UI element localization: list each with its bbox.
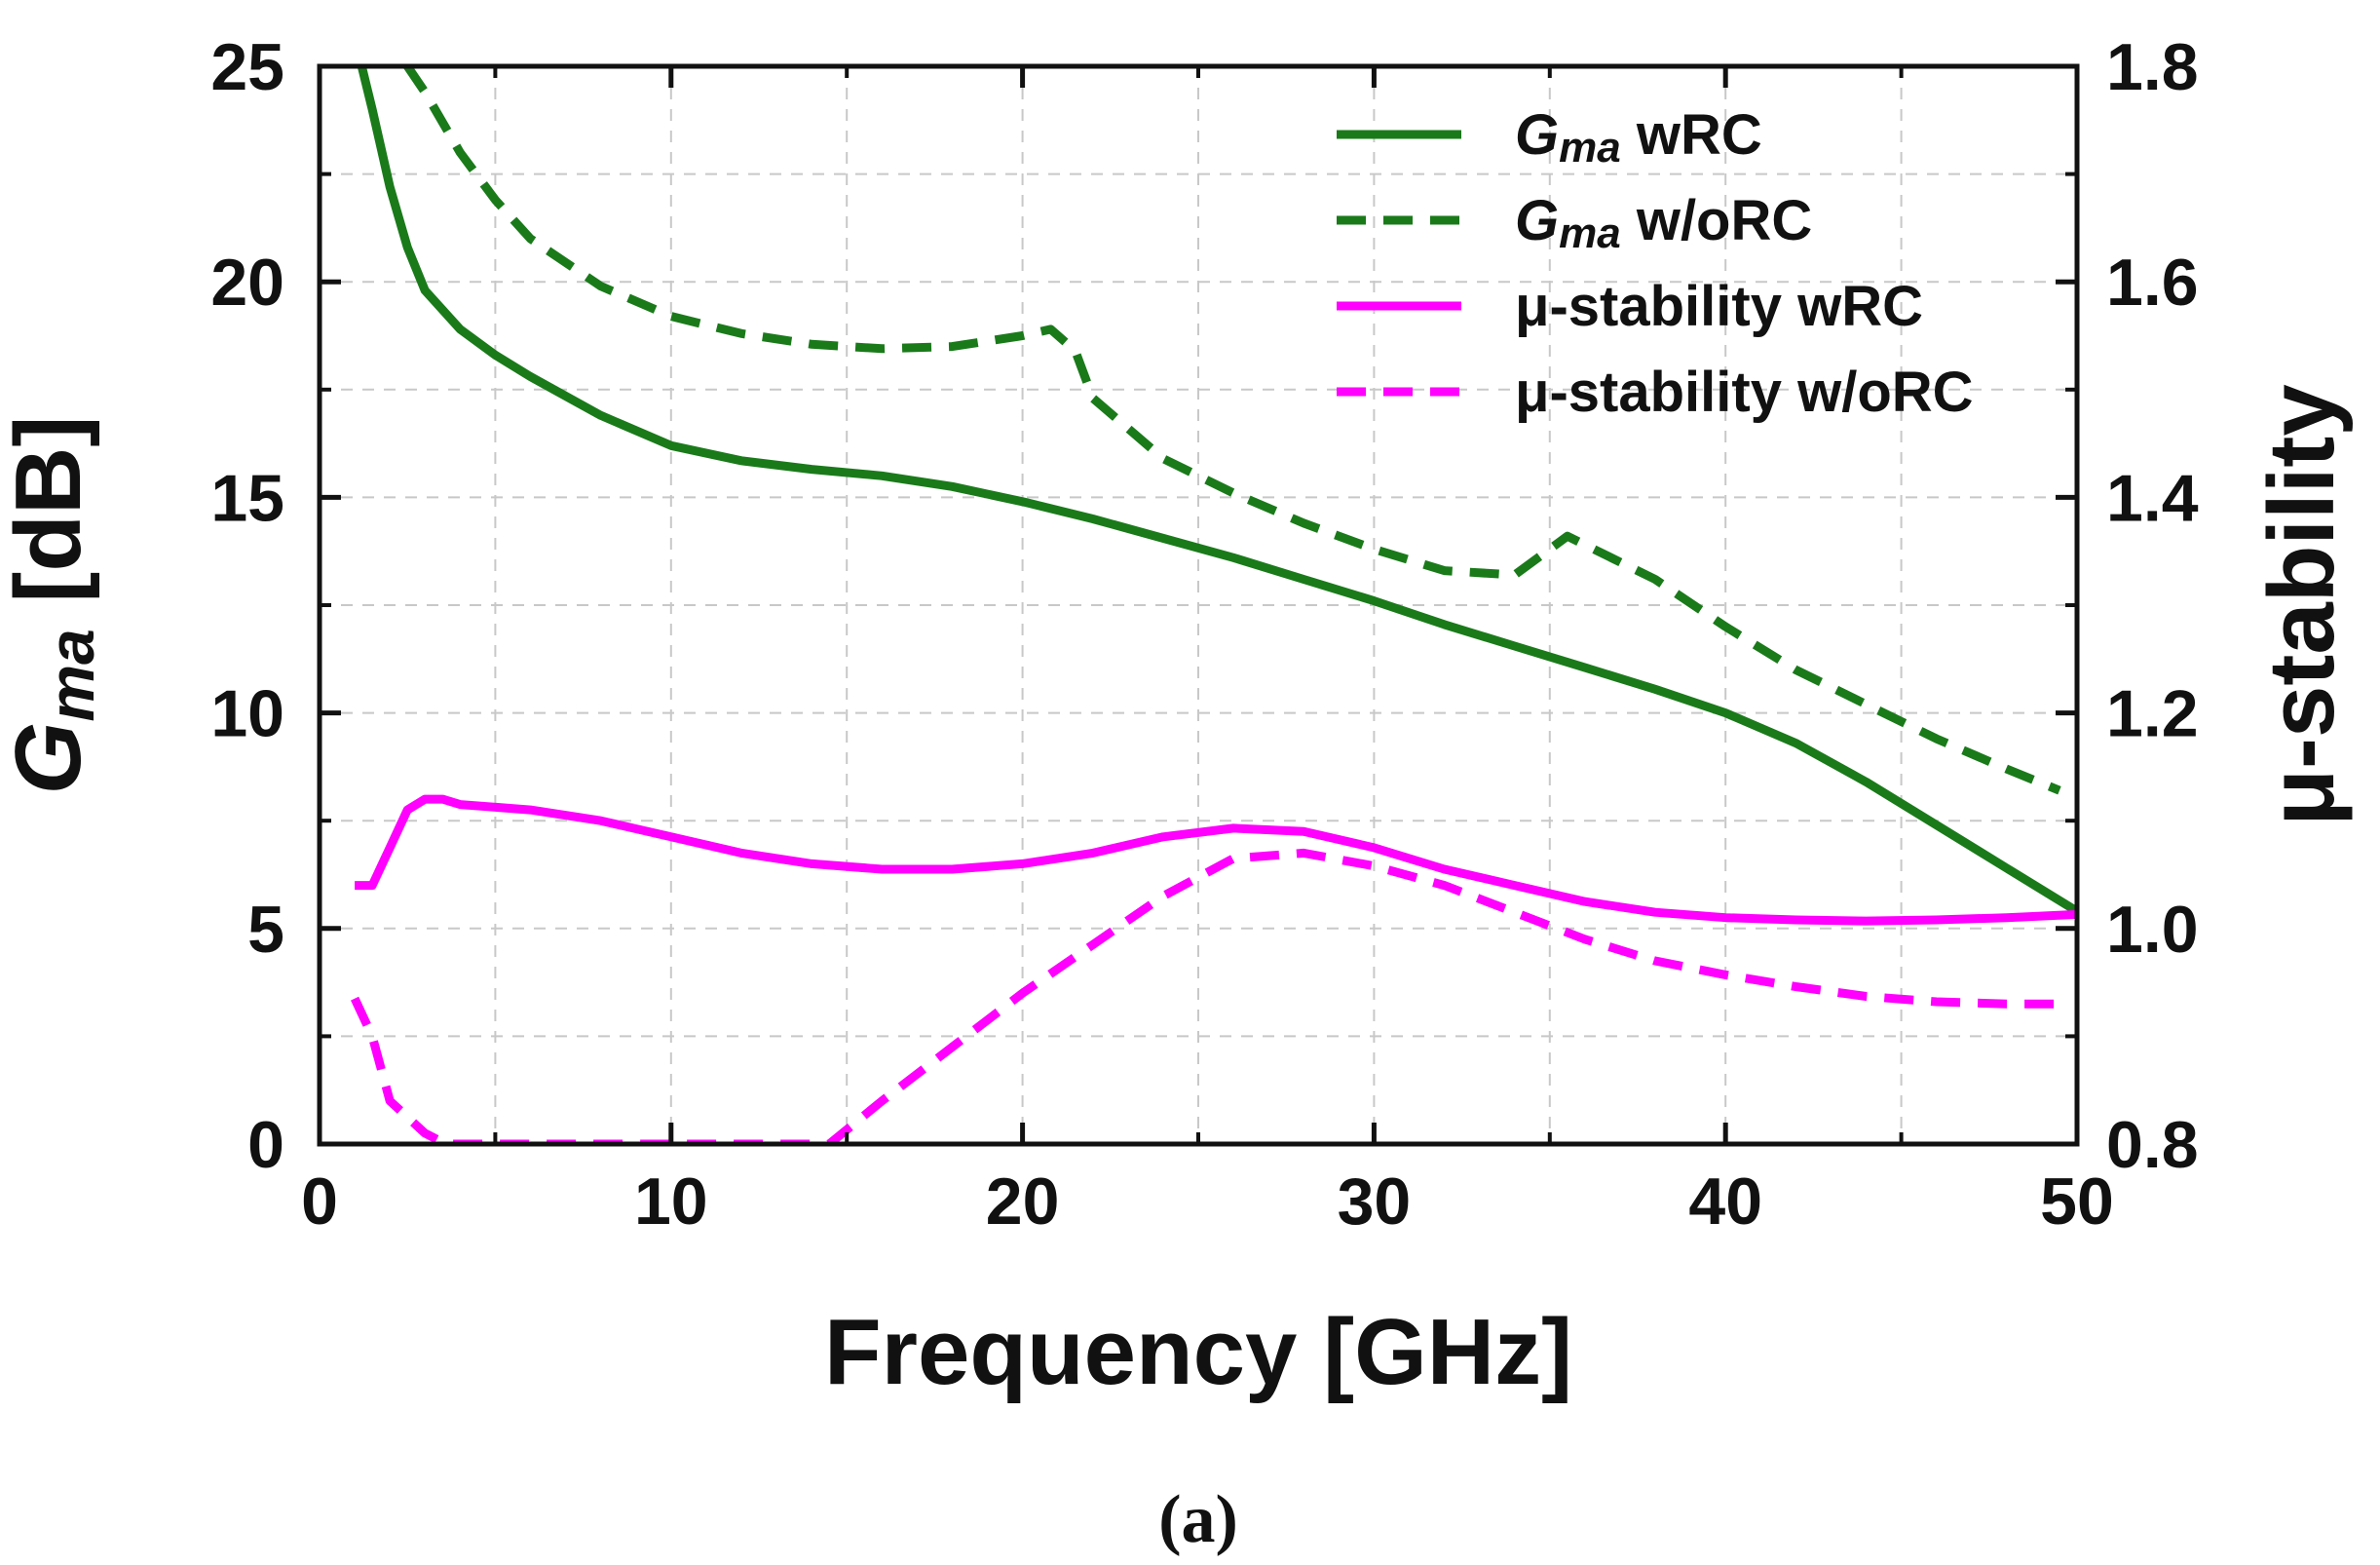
- legend-label-gma-wrc: Gma wRC: [1515, 103, 1762, 172]
- tick-layer: 0 10 20 30 40 50 0 5 10 15 20 25 0.8 1.0 1.2 1.4 1.6 1.8: [210, 30, 2198, 1239]
- legend-label-gma-wrc-sub: ma: [1559, 124, 1621, 172]
- x-tick-label: 40: [1688, 1164, 1762, 1239]
- y2-tick-label: 0.8: [2106, 1108, 2199, 1182]
- y2-axis-title: μ-stability: [2249, 384, 2354, 825]
- x-tick-label: 20: [986, 1164, 1060, 1239]
- y-tick-label: 15: [210, 461, 284, 535]
- y2-tick-label: 1.2: [2106, 677, 2199, 751]
- series-gma-wrc: [357, 66, 2077, 915]
- series-gma-worc: [403, 66, 2061, 795]
- legend-label-gma-worc-rest: w/oRC: [1621, 189, 1813, 252]
- y-tick-label: 20: [210, 246, 284, 320]
- y-tick-label: 10: [210, 677, 284, 751]
- x-tick-label: 0: [301, 1164, 338, 1239]
- legend-label-mu-wrc: μ-stability wRC: [1515, 275, 1923, 338]
- grid-layer: [320, 66, 2077, 1144]
- series-layer: [351, 66, 2077, 1144]
- series-mu-worc: [351, 848, 2059, 1144]
- y-tick-label: 0: [247, 1108, 284, 1182]
- y-tick-label: 5: [247, 893, 284, 967]
- figure-caption: (a): [1158, 1482, 1238, 1557]
- y-axis-title-rest: [dB]: [0, 416, 100, 630]
- legend: Gma wRC Gma w/oRC μ-stability wRC μ-stab…: [1337, 103, 1974, 424]
- y2-tick-label: 1.4: [2106, 461, 2199, 535]
- legend-label-gma-worc-main: G: [1515, 189, 1559, 252]
- x-tick-label: 30: [1338, 1164, 1412, 1239]
- y-axis-title-sub: ma: [35, 629, 107, 721]
- legend-label-gma-wrc-main: G: [1515, 103, 1559, 167]
- x-tick-label: 50: [2040, 1164, 2114, 1239]
- y2-tick-label: 1.0: [2106, 893, 2199, 967]
- legend-label-gma-worc-sub: ma: [1559, 210, 1621, 257]
- legend-label-gma-wrc-rest: wRC: [1621, 103, 1762, 167]
- legend-label-gma-worc: Gma w/oRC: [1515, 189, 1812, 257]
- x-tick-label: 10: [634, 1164, 708, 1239]
- y-tick-label: 25: [210, 30, 284, 104]
- legend-label-mu-worc: μ-stability w/oRC: [1515, 361, 1974, 424]
- y2-tick-label: 1.6: [2106, 246, 2199, 320]
- y2-tick-label: 1.8: [2106, 30, 2199, 104]
- series-mu-wrc: [355, 794, 2077, 926]
- y-axis-title-main: G: [0, 722, 100, 795]
- y-axis-title: Gma [dB]: [0, 416, 107, 795]
- x-axis-title: Frequency [GHz]: [824, 1300, 1572, 1404]
